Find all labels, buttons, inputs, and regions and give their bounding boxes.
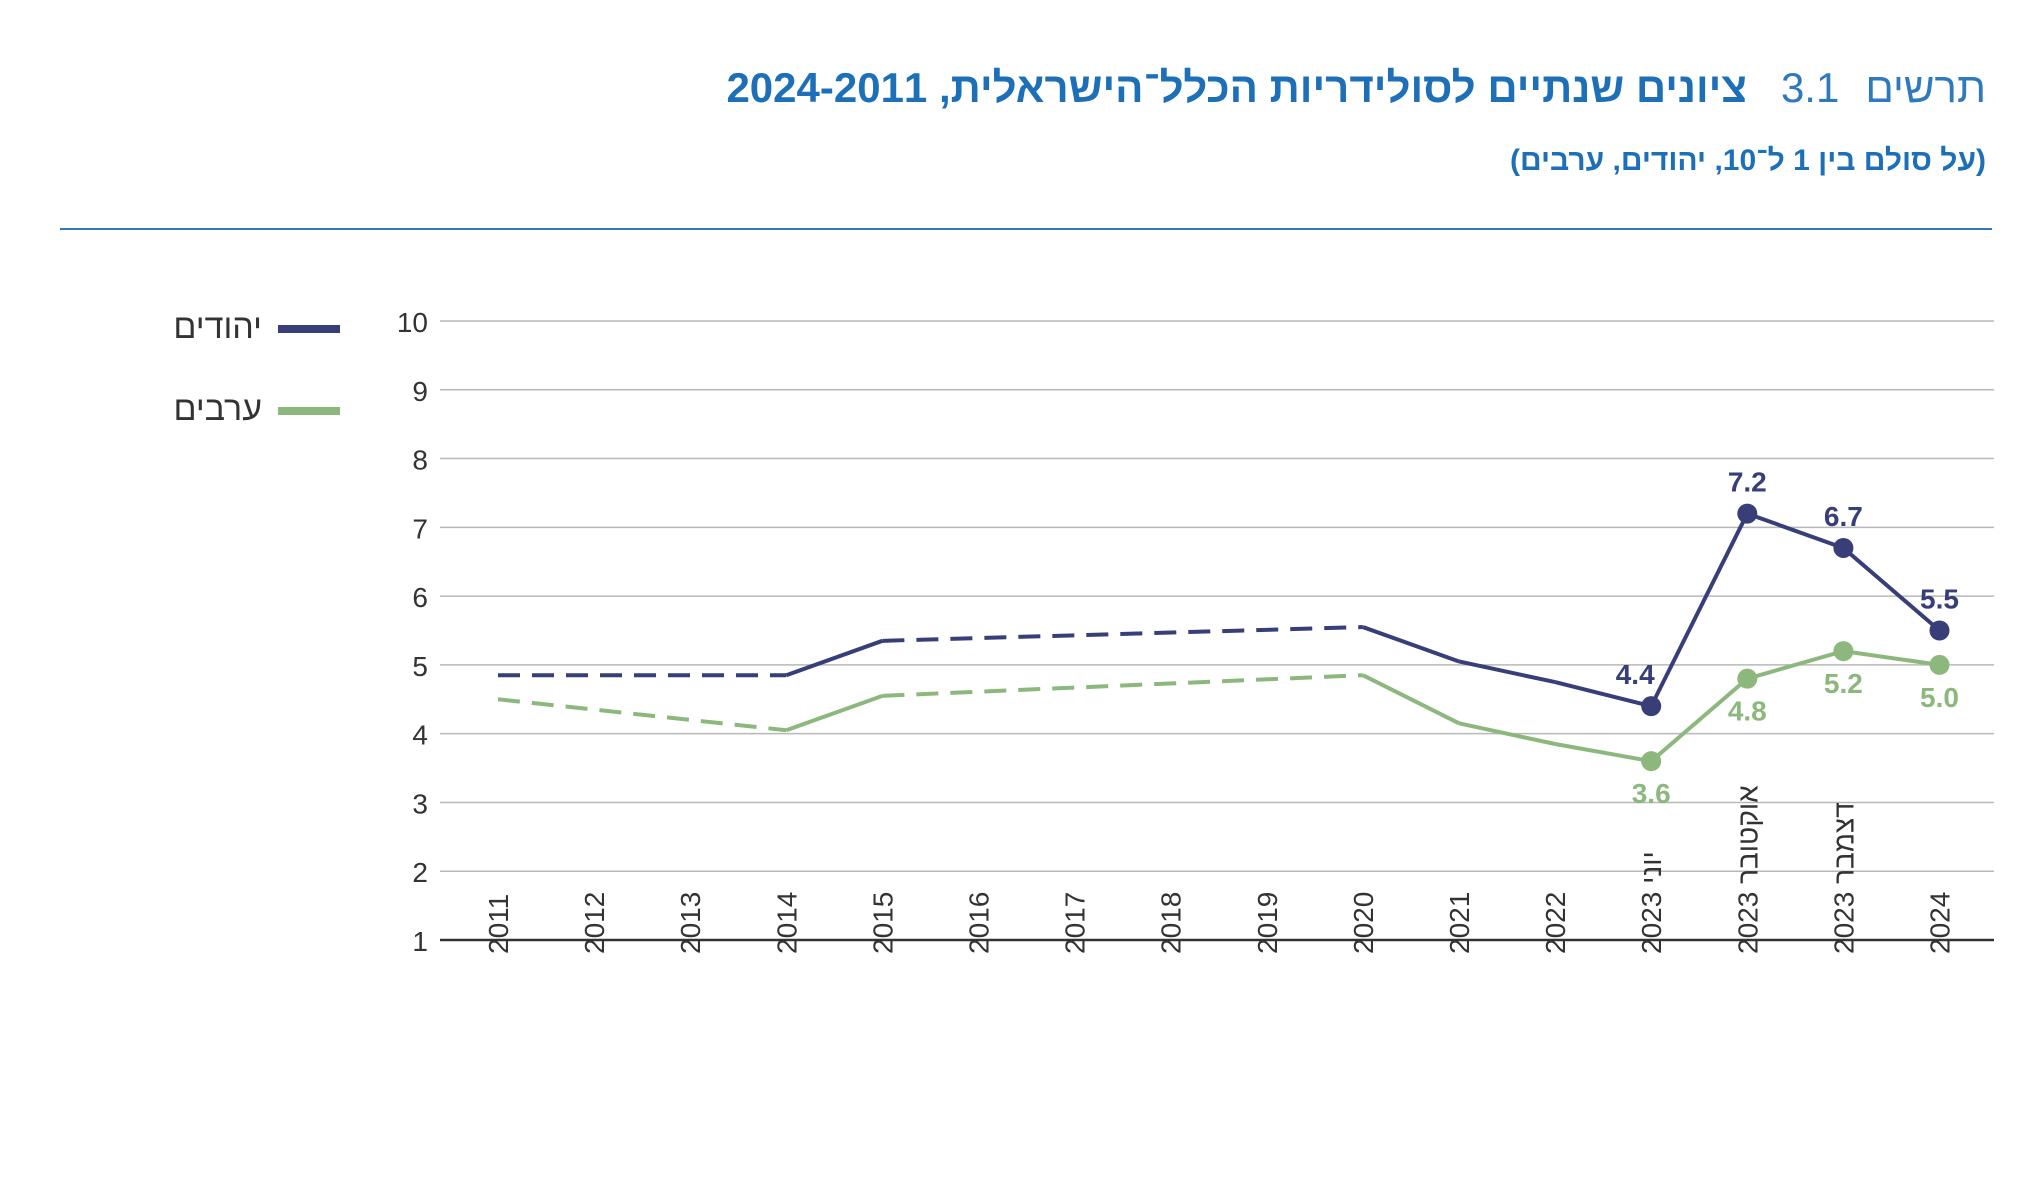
- y-tick-label: 3: [412, 788, 428, 819]
- data-label: 3.6: [1632, 778, 1671, 809]
- data-point-marker: [1737, 668, 1758, 689]
- data-point-marker: [1641, 696, 1662, 717]
- x-tick-label: 2022: [1540, 892, 1571, 954]
- data-label: 4.4: [1616, 659, 1655, 690]
- chart-title: ציונים שנתיים לסולידריות הכלל־הישראלית, …: [726, 64, 1747, 111]
- data-label: 5.5: [1920, 584, 1959, 615]
- gridlines: [440, 320, 1994, 942]
- legend-swatch-jews: [278, 325, 340, 333]
- y-tick-label: 1: [412, 926, 428, 957]
- header-divider: [60, 228, 1992, 230]
- legend-label-arabs: ערבים: [173, 390, 263, 428]
- x-tick-label: 2016: [964, 892, 995, 954]
- series-line-segment: [1362, 625, 1460, 664]
- data-label: 5.0: [1920, 682, 1959, 713]
- chart-subtitle: (על סולם בין 1 ל־10, יהודים, ערבים): [1509, 144, 1986, 177]
- series-line-segment: [1842, 546, 1941, 633]
- x-tick-label: 2024: [1925, 892, 1956, 954]
- data-point-marker: [1833, 641, 1854, 662]
- y-axis-ticks: 1 2 3 4 5 6 7 8 9 10: [397, 307, 428, 957]
- series-line-segment: [1843, 649, 1940, 667]
- data-point-marker: [1929, 654, 1950, 675]
- legend-item-arabs: ערבים: [150, 390, 340, 430]
- series-line-segment: [1649, 512, 1750, 708]
- figure-title-row: תרשים 3.1 ציונים שנתיים לסולידריות הכלל־הי…: [726, 62, 1986, 114]
- data-label: 4.8: [1728, 696, 1767, 727]
- chart-legend: יהודים ערבים: [150, 308, 340, 472]
- series-line-segment: [1362, 673, 1460, 726]
- y-tick-label: 10: [397, 307, 428, 338]
- x-tick-label: יוני 2023: [1636, 851, 1667, 954]
- y-tick-label: 2: [412, 857, 428, 888]
- x-tick-label: 2019: [1252, 892, 1283, 954]
- y-tick-label: 6: [412, 582, 428, 613]
- series-line-segment: [1649, 677, 1749, 763]
- x-tick-label: 2011: [483, 894, 514, 954]
- data-label: 7.2: [1728, 467, 1767, 498]
- x-tick-label: 2020: [1348, 892, 1379, 954]
- series-line-segment: [785, 638, 884, 678]
- series-line-segment: [1458, 659, 1556, 685]
- series-lines: [497, 511, 1941, 764]
- y-tick-label: 7: [412, 513, 428, 544]
- x-tick-label: 2021: [1444, 892, 1475, 954]
- series-line-segment: [882, 673, 1363, 698]
- y-tick-label: 9: [412, 376, 428, 407]
- y-tick-label: 4: [412, 720, 428, 751]
- x-tick-label: דצמבר 2023: [1828, 802, 1859, 954]
- legend-label-jews: יהודים: [173, 308, 262, 346]
- data-label: 6.7: [1824, 501, 1863, 532]
- data-point-marker: [1641, 751, 1662, 772]
- series-line-segment: [882, 625, 1363, 643]
- y-tick-label: 5: [412, 651, 428, 682]
- series-markers: [1641, 503, 1950, 772]
- x-axis-ticks: 2011 2012 2013 2014 2015 2016 2017 2018 2019 2020…: [483, 785, 1956, 954]
- series-line-segment: [1458, 721, 1556, 746]
- x-tick-label: 2017: [1060, 892, 1091, 954]
- x-tick-label: אוקטובר 2023: [1732, 785, 1763, 954]
- series-line-segment: [497, 697, 787, 733]
- data-point-marker: [1737, 503, 1758, 524]
- x-tick-label: 2015: [867, 892, 898, 954]
- series-line-segment: [1554, 742, 1652, 764]
- figure-header: תרשים 3.1 ציונים שנתיים לסולידריות הכלל־הי…: [726, 62, 1986, 178]
- series-line-segment: [1746, 649, 1844, 681]
- figure-label: תרשים: [1865, 64, 1986, 111]
- series-line-segment: [1746, 511, 1845, 550]
- legend-item-jews: יהודים: [150, 308, 340, 348]
- data-labels: 4.4 7.2 6.7 5.5 3.6 4.8 5.2 5.0: [1616, 467, 1959, 810]
- data-point-marker: [1929, 620, 1950, 641]
- x-tick-label: 2018: [1156, 892, 1187, 954]
- figure-number: 3.1: [1780, 64, 1840, 111]
- series-line-segment: [785, 693, 884, 733]
- x-tick-label: 2013: [675, 892, 706, 954]
- series-line-segment: [1554, 680, 1652, 709]
- y-tick-label: 8: [412, 445, 428, 476]
- legend-swatch-arabs: [278, 407, 340, 415]
- x-tick-label: 2014: [771, 892, 802, 954]
- data-label: 5.2: [1824, 668, 1863, 699]
- data-point-marker: [1833, 537, 1854, 558]
- x-tick-label: 2012: [579, 892, 610, 954]
